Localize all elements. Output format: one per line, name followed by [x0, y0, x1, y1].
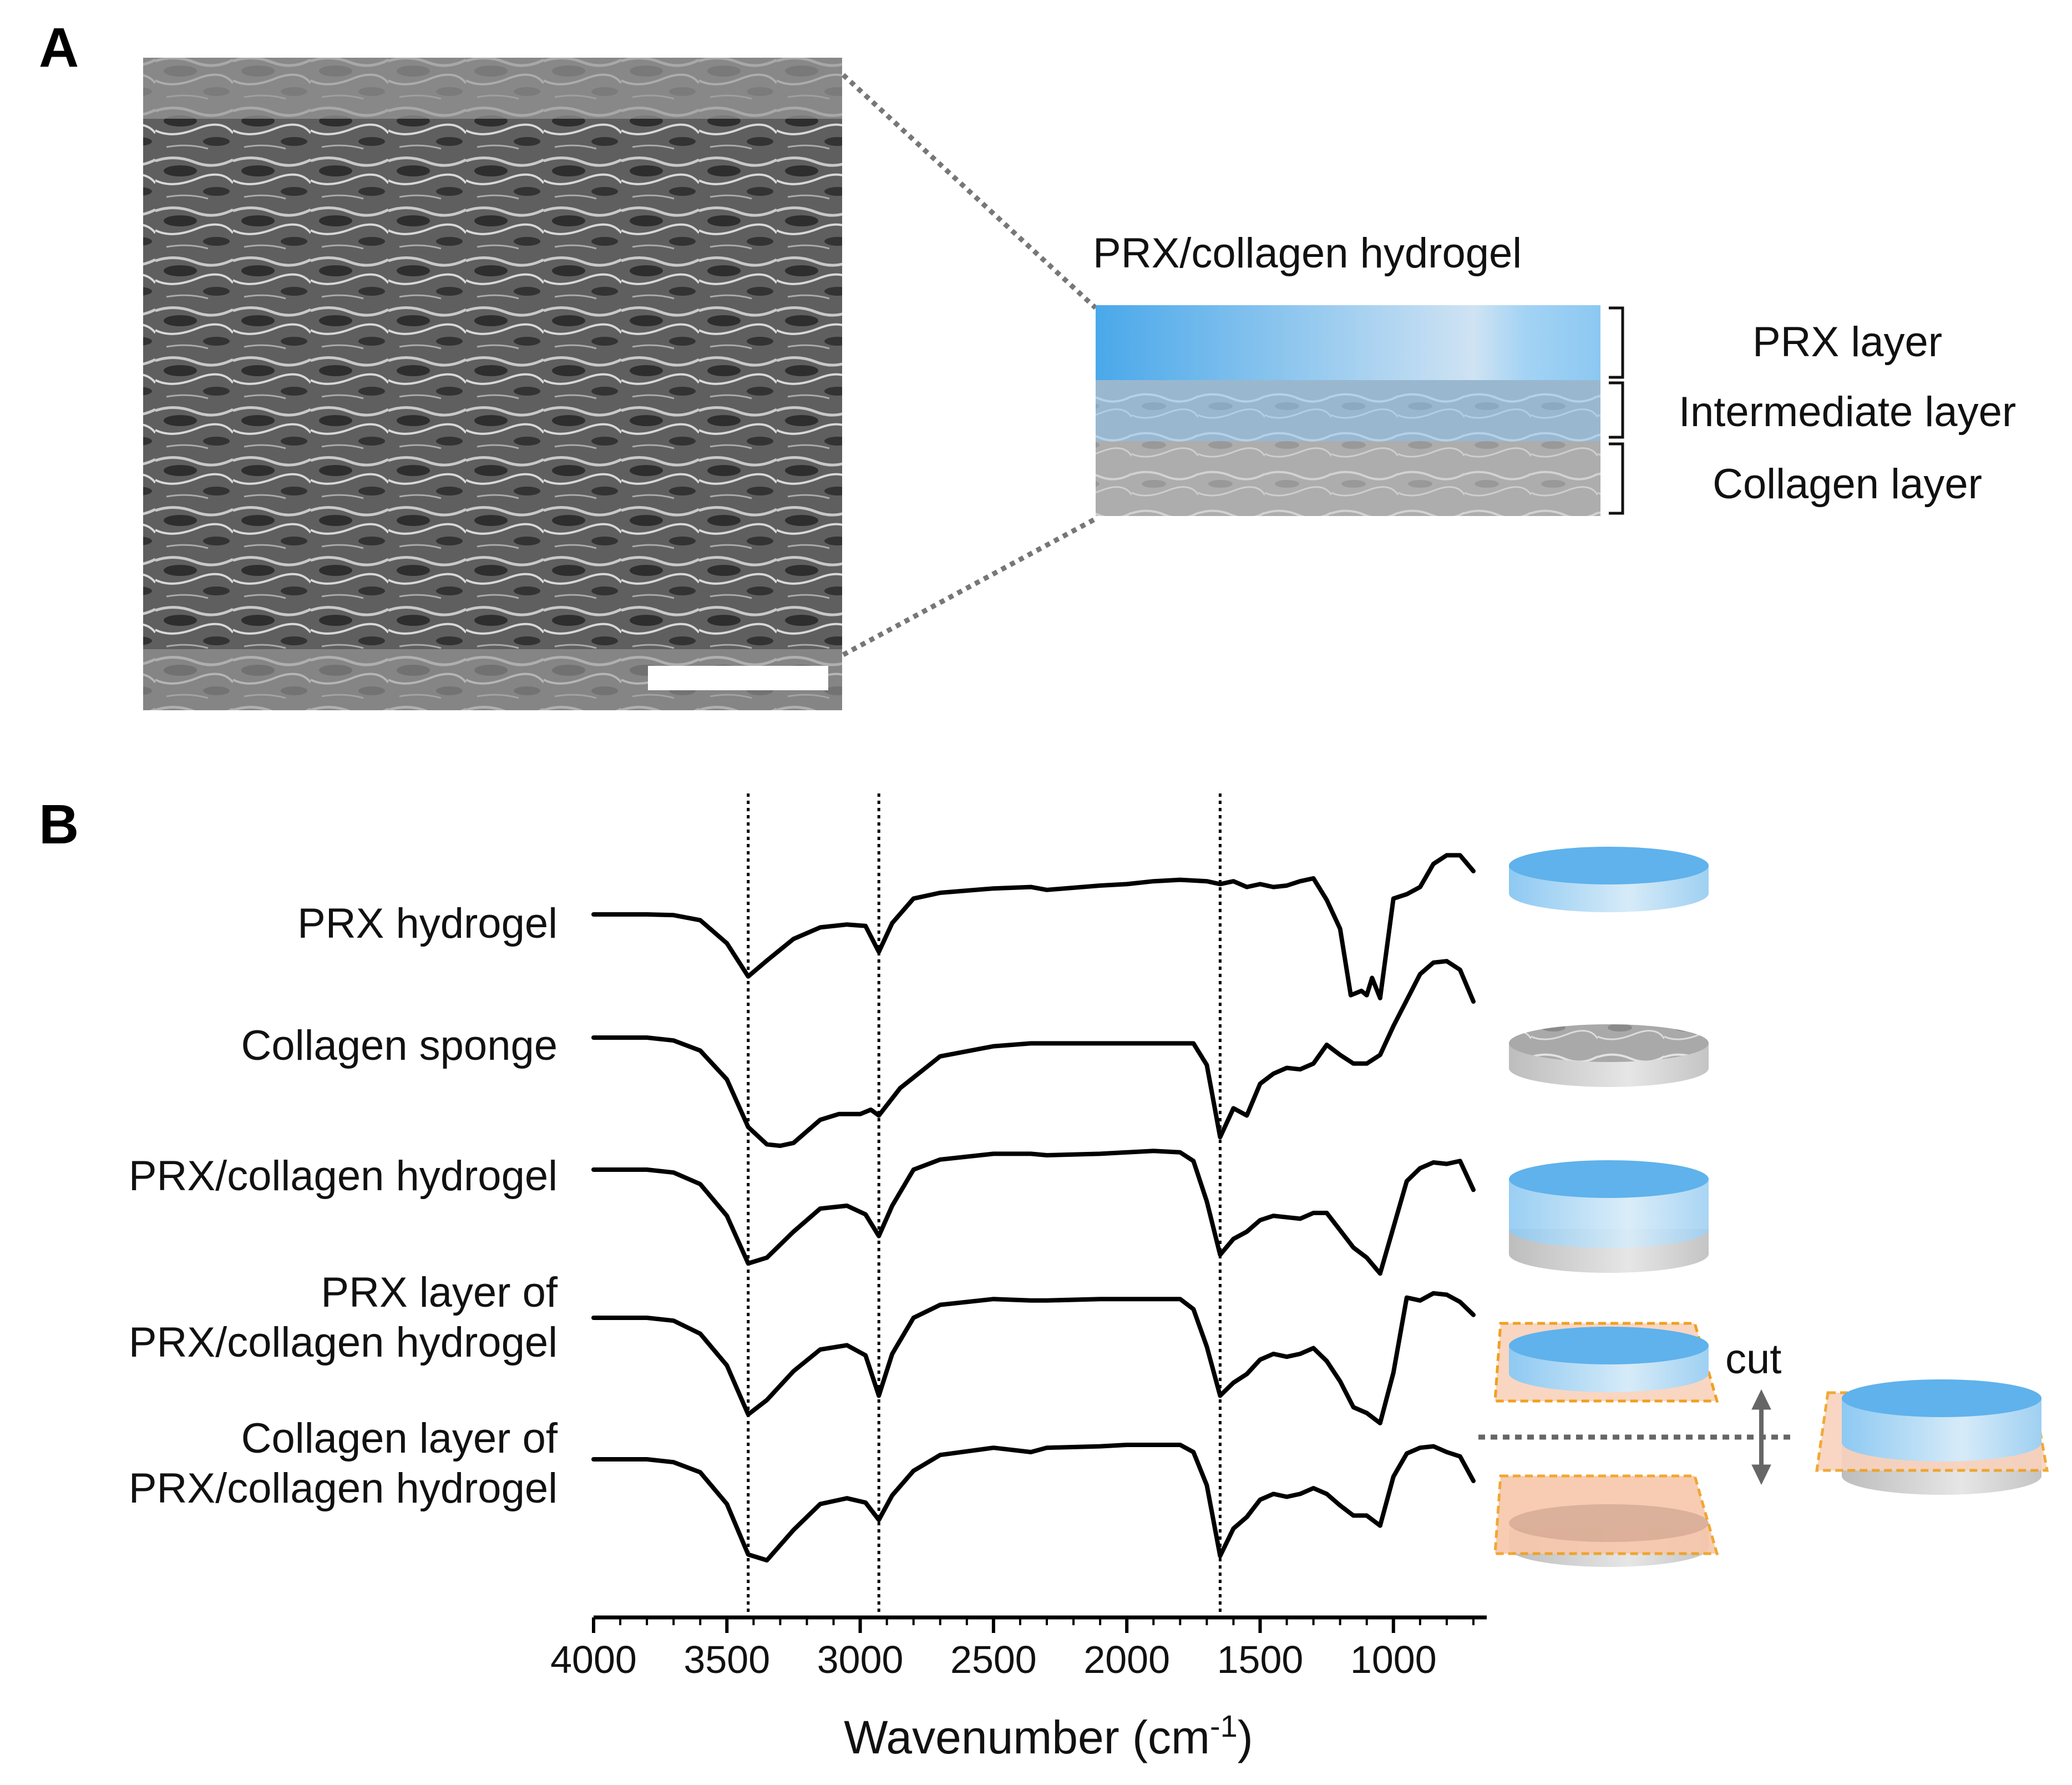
panel-b-letter: B — [39, 793, 79, 856]
x-axis-title-superscript: -1 — [1210, 1708, 1238, 1743]
ftir-chart: 4000 3500 3000 2500 2000 1500 1000 — [550, 793, 1487, 1681]
x-tick-label: 3500 — [683, 1638, 770, 1681]
sample-label-0: PRX hydrogel — [297, 900, 558, 947]
sample-label-2: PRX/collagen hydrogel — [129, 1152, 558, 1200]
sample-labels: PRX hydrogel Collagen sponge PRX/collage… — [129, 900, 558, 1512]
sample-label-4-line2: PRX/collagen hydrogel — [129, 1465, 558, 1512]
cut-label: cut — [1725, 1336, 1781, 1383]
x-tick-label: 3000 — [817, 1638, 904, 1681]
layer-label-prx: PRX layer — [1752, 318, 1942, 366]
schematic-title: PRX/collagen hydrogel — [1093, 230, 1522, 277]
sample-label-1: Collagen sponge — [241, 1022, 558, 1069]
layer-label-collagen: Collagen layer — [1713, 461, 1982, 508]
prx-layer-block — [1096, 305, 1600, 380]
panel-a-letter: A — [39, 17, 79, 79]
spectrum-line-1 — [591, 853, 1476, 1000]
spectrum-line-5 — [591, 1443, 1476, 1562]
disk-icons: cut — [1478, 847, 2049, 1567]
x-tick-label: 1500 — [1217, 1638, 1304, 1681]
spectrum-line-2 — [591, 959, 1476, 1148]
disk-icon-collagen — [1509, 1024, 1709, 1087]
collagen-layer-block — [1096, 441, 1600, 516]
cut-arrow-icon — [1751, 1389, 1771, 1485]
disk-icon-composite — [1509, 1160, 1709, 1273]
x-axis-title-main: Wavenumber (cm — [844, 1711, 1210, 1763]
layer-brackets — [1609, 306, 1624, 515]
spectrum-line-4 — [591, 1291, 1476, 1425]
scale-bar — [648, 666, 828, 690]
sample-label-4-line1: Collagen layer of — [241, 1415, 558, 1462]
disk-icon-composite-cut — [1815, 1379, 2049, 1495]
disk-icon-prx-layer — [1493, 1322, 1719, 1403]
zoom-line-top — [841, 73, 1098, 310]
spectrum-line-3 — [591, 1149, 1476, 1276]
x-tick-label: 2000 — [1083, 1638, 1170, 1681]
x-tick-label: 4000 — [550, 1638, 637, 1681]
x-axis-title: Wavenumber (cm-1) — [844, 1708, 1253, 1763]
zoom-line-bottom — [842, 517, 1097, 657]
sample-label-3-line1: PRX layer of — [321, 1269, 558, 1316]
disk-icon-prx — [1509, 847, 1709, 912]
layer-label-intermediate: Intermediate layer — [1679, 388, 2016, 436]
x-tick-label: 1000 — [1350, 1638, 1437, 1681]
x-tick-label: 2500 — [950, 1638, 1037, 1681]
disk-icon-collagen-layer — [1493, 1474, 1719, 1567]
sample-label-3-line2: PRX/collagen hydrogel — [129, 1319, 558, 1366]
x-axis-title-suffix: ) — [1238, 1711, 1253, 1763]
sem-image — [143, 58, 842, 710]
layer-schematic — [1096, 305, 1600, 516]
